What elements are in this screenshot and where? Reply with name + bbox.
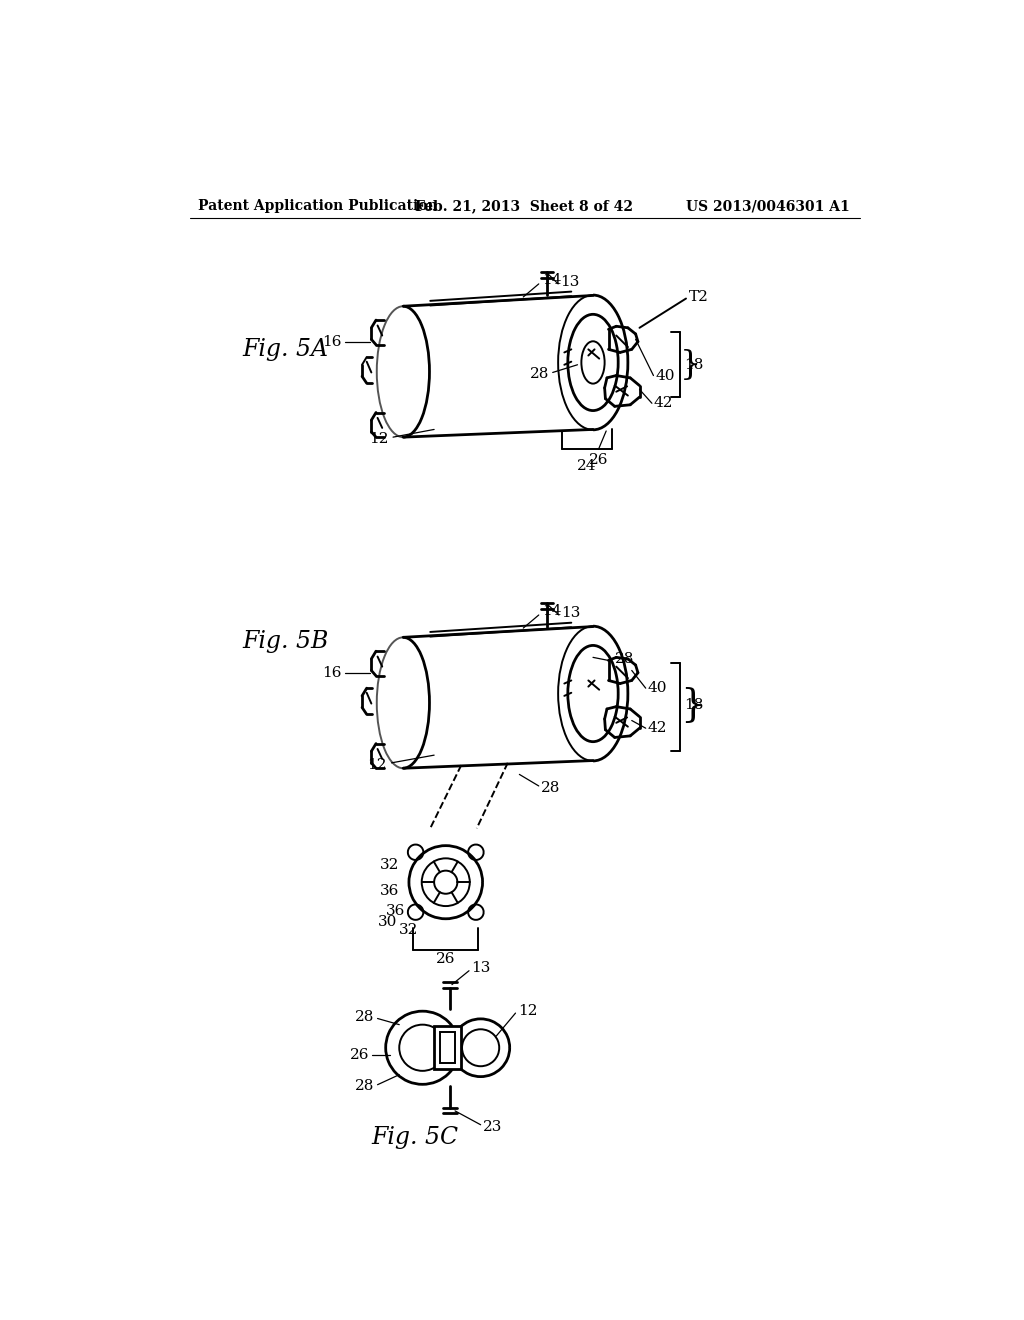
Text: US 2013/0046301 A1: US 2013/0046301 A1 <box>686 199 850 213</box>
Text: 13: 13 <box>471 961 490 975</box>
Text: 32: 32 <box>380 858 399 873</box>
Text: 28: 28 <box>355 1010 375 1024</box>
Text: 26: 26 <box>589 453 608 467</box>
Text: 36: 36 <box>380 884 399 899</box>
Text: 26: 26 <box>349 1048 369 1063</box>
Text: 32: 32 <box>399 923 419 937</box>
Text: 40: 40 <box>647 681 667 696</box>
Text: 14: 14 <box>543 605 562 618</box>
Text: 30: 30 <box>378 915 397 929</box>
Text: Fig. 5B: Fig. 5B <box>243 631 329 653</box>
Text: 16: 16 <box>323 665 342 680</box>
Text: 14: 14 <box>543 273 562 286</box>
Text: Fig. 5C: Fig. 5C <box>371 1126 459 1150</box>
Bar <box>434 1026 461 1069</box>
Text: 28: 28 <box>541 781 560 795</box>
Text: Feb. 21, 2013  Sheet 8 of 42: Feb. 21, 2013 Sheet 8 of 42 <box>415 199 633 213</box>
Text: 12: 12 <box>368 758 387 772</box>
Text: 36: 36 <box>386 904 406 919</box>
Text: }: } <box>680 348 701 380</box>
Text: 28: 28 <box>529 367 549 381</box>
Text: 13: 13 <box>561 606 581 619</box>
Text: 28: 28 <box>614 652 634 665</box>
Text: 13: 13 <box>560 275 580 289</box>
Text: 42: 42 <box>647 721 667 735</box>
Text: Fig. 5A: Fig. 5A <box>243 338 329 360</box>
Text: T2: T2 <box>689 290 709 304</box>
Text: 26: 26 <box>436 952 456 966</box>
Bar <box>439 1032 455 1063</box>
Text: 16: 16 <box>323 335 342 348</box>
Text: 12: 12 <box>369 433 388 446</box>
Text: 23: 23 <box>483 1121 503 1134</box>
Text: 18: 18 <box>684 698 703 711</box>
Text: 18: 18 <box>684 358 703 372</box>
Text: 42: 42 <box>653 396 673 411</box>
Text: }: } <box>680 686 705 723</box>
Text: 28: 28 <box>355 1080 375 1093</box>
Text: 40: 40 <box>655 368 675 383</box>
Text: 24: 24 <box>578 459 597 474</box>
Text: Patent Application Publication: Patent Application Publication <box>198 199 437 213</box>
Text: 12: 12 <box>518 1003 538 1018</box>
